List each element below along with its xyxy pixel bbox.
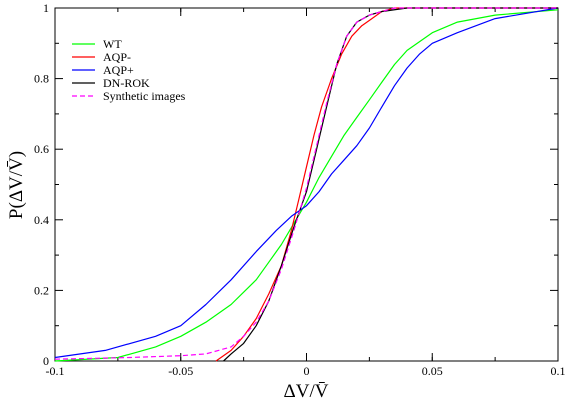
- x-tick-label: 0.1: [551, 364, 566, 378]
- series-lines: [54, 7, 559, 362]
- y-tick-label: 0.4: [34, 213, 49, 227]
- x-axis-title: ΔV/V̄: [284, 381, 329, 402]
- series-line-2: [54, 7, 559, 359]
- legend-label: WT: [103, 37, 122, 51]
- legend-label: DN-ROK: [103, 76, 150, 90]
- series-line-3: [223, 7, 558, 362]
- y-tick-label: 0: [43, 354, 49, 368]
- y-tick-label: 0.2: [34, 283, 49, 297]
- y-tick-label: 0.8: [34, 72, 49, 86]
- y-tick-label: 0.6: [34, 142, 49, 156]
- axis-ticks: -0.1 -0.05 0 0.05 0.1 0 0.2 0.4 0.6 0.8 1: [34, 1, 566, 378]
- x-tick-label: -0.05: [168, 364, 193, 378]
- series-line-4: [54, 7, 558, 360]
- y-tick-label: 1: [43, 1, 49, 15]
- x-tick-label: 0: [304, 364, 310, 378]
- legend-label: Synthetic images: [103, 89, 186, 103]
- x-tick-label: -0.1: [46, 364, 65, 378]
- series-line-1: [215, 7, 558, 362]
- series-line-0: [54, 9, 559, 362]
- legend-label: AQP+: [103, 63, 134, 77]
- y-axis-title: P(ΔV/V̄): [6, 151, 27, 219]
- legend-label: AQP-: [103, 50, 131, 64]
- x-tick-label: 0.05: [422, 364, 443, 378]
